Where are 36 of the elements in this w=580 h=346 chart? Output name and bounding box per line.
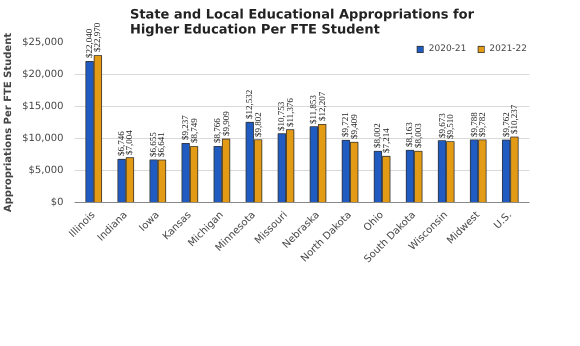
data-label: $8,003: [412, 123, 423, 148]
data-label: $9,409: [348, 114, 359, 140]
data-label: $10,753: [276, 101, 286, 131]
data-label: $8,766: [212, 118, 222, 144]
data-label: $9,802: [252, 112, 263, 137]
y-tick-label: $10,000: [22, 133, 64, 144]
data-label: $8,749: [188, 118, 199, 144]
data-label: $9,237: [180, 116, 190, 140]
y-tick-label: $5,000: [28, 165, 64, 176]
data-label: $9,762: [500, 112, 511, 137]
data-label: $6,746: [116, 132, 126, 156]
legend-label: 2021-22: [489, 44, 527, 54]
data-label: $11,376: [284, 98, 295, 127]
data-label: $9,788: [468, 112, 479, 137]
data-label: $11,853: [308, 94, 318, 124]
data-label: $6,655: [148, 132, 158, 157]
y-tick-label: $0: [50, 197, 64, 208]
legend-label: 2020-21: [428, 44, 466, 54]
data-label: $8,002: [372, 123, 382, 148]
x-tick-label: U.S.: [492, 210, 514, 232]
data-label: $6,641: [156, 132, 166, 157]
data-label: $8,163: [404, 122, 414, 148]
data-label: $12,207: [316, 92, 327, 122]
data-label: $22,040: [84, 29, 94, 58]
y-tick-label: $20,000: [22, 69, 64, 80]
data-label: $22,970: [92, 23, 102, 52]
y-axis-title: Appropriations Per FTE Student: [3, 32, 14, 212]
y-tick-label: $15,000: [22, 101, 64, 112]
data-label: $7,004: [124, 130, 134, 155]
chart-title: State and Local Educational Appropriations for Higher Education Per FTE Student: [130, 8, 475, 38]
data-label: $9,721: [340, 112, 350, 138]
data-label: $12,532: [244, 90, 254, 120]
y-tick-label: $25,000: [22, 37, 64, 48]
data-label: $9,673: [436, 112, 447, 138]
data-label: $9,909: [220, 111, 231, 136]
data-label: $7,214: [380, 128, 391, 154]
